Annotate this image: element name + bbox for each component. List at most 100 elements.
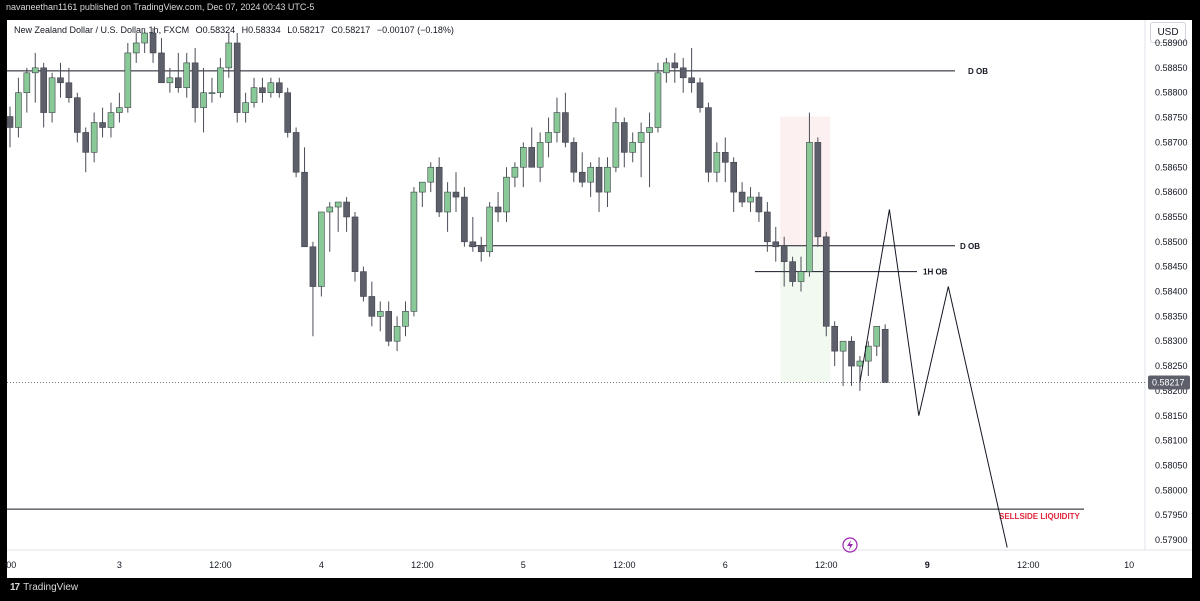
time-tick-label: 3 [117,560,122,570]
bull-candle [23,72,31,93]
lightning-event-icon [842,537,858,553]
bull-candle [410,191,418,312]
bull-candle [166,77,174,84]
bull-candle [839,340,847,352]
level-label: 1H OB [923,268,948,277]
current-price-badge [1148,375,1190,390]
price-tick-label: 0.58200 [1155,386,1188,396]
bull-candle [183,62,191,89]
bull-candle [90,122,98,153]
bull-candle [376,311,384,317]
price-tick-label: 0.58800 [1155,88,1188,98]
bear-candle [452,191,460,198]
bear-candle [158,52,165,84]
bull-candle [865,345,872,362]
bull-candle [242,102,249,113]
bear-candle [233,42,241,113]
level-label: SELLSIDE LIQUIDITY [999,512,1081,521]
time-tick-label: 9 [925,560,930,570]
bear-candle [351,216,359,272]
ohlc-low: L0.58217 [287,25,325,35]
bull-candle [654,72,662,128]
footer-brand: TradingView [23,582,79,593]
price-tick-label: 0.58350 [1155,311,1188,321]
bear-candle [789,261,796,282]
bear-candle [65,82,73,98]
bear-candle [40,67,47,113]
bull-candle [806,142,813,272]
bull-candle [747,196,754,203]
bull-candle [225,42,233,69]
bull-candle [536,142,544,168]
bear-candle [696,82,704,108]
bear-candle [730,161,737,193]
price-tick-label: 0.58300 [1155,336,1188,346]
bear-candle [831,325,838,352]
bull-candle [419,181,426,193]
projection-path [859,209,1008,548]
symbol-name[interactable]: New Zealand Dollar / U.S. Dollar, 1h, FX… [14,25,190,35]
bull-candle [402,311,409,327]
bear-candle [671,62,679,69]
price-tick-label: 0.58450 [1155,262,1188,272]
bear-candle [848,340,855,367]
bull-candle [797,271,805,282]
bear-candle [435,166,443,213]
price-tick-label: 0.58750 [1155,113,1188,123]
bear-candle [595,166,603,193]
price-tick-label: 0.58850 [1155,63,1188,73]
ohlc-open: O0.58324 [195,25,236,35]
bull-candle [107,112,115,128]
bull-candle [629,142,637,153]
bull-candle [217,67,224,93]
bull-candle [444,191,451,213]
lightning-bolt-icon [847,540,853,550]
chart-panel[interactable] [7,20,1192,578]
price-tick-label: 0.58400 [1155,287,1188,297]
bear-candle [814,142,822,238]
bear-candle [772,241,780,248]
bear-candle [738,191,746,203]
bear-candle [368,296,376,317]
level-label: D OB [968,67,988,76]
bear-candle [343,201,350,218]
demand-zone [780,245,831,383]
bull-candle [141,32,148,44]
bear-candle [688,77,695,84]
time-tick-label: 12:00 [411,560,434,570]
bear-candle [780,246,788,262]
bull-candle [427,166,435,183]
price-tick-label: 0.57900 [1155,535,1188,545]
bull-candle [250,87,258,103]
time-tick-label: 10 [1124,560,1134,570]
price-tick-label: 0.58650 [1155,162,1188,172]
bear-candle [99,122,106,128]
price-tick-label: 0.58250 [1155,361,1188,371]
bull-candle [856,360,864,367]
bull-candle [663,62,670,74]
price-tick-label: 0.58100 [1155,436,1188,446]
bull-candle [31,67,39,74]
bull-candle [553,112,561,133]
price-tick-label: 0.58150 [1155,411,1188,421]
time-tick-label: 12:00 [209,560,232,570]
publisher-line: navaneethan1161 published on TradingView… [6,2,315,12]
bear-candle [175,77,182,89]
bear-candle [562,112,569,143]
bear-candle [494,206,502,213]
currency-button[interactable]: USD [1150,22,1186,43]
bull-candle [486,206,493,253]
bear-candle [570,142,578,173]
bear-candle [191,62,199,108]
bear-candle [301,171,308,248]
current-price-label: 0.58217 [1152,377,1185,387]
ohlc-close: C0.58217 [331,25,371,35]
bear-candle [881,328,889,383]
bear-candle [385,311,392,342]
price-tick-label: 0.58500 [1155,237,1188,247]
bear-candle [284,92,291,133]
bear-candle [82,132,90,153]
price-tick-label: 0.58050 [1155,460,1188,470]
bull-candle [604,166,611,193]
